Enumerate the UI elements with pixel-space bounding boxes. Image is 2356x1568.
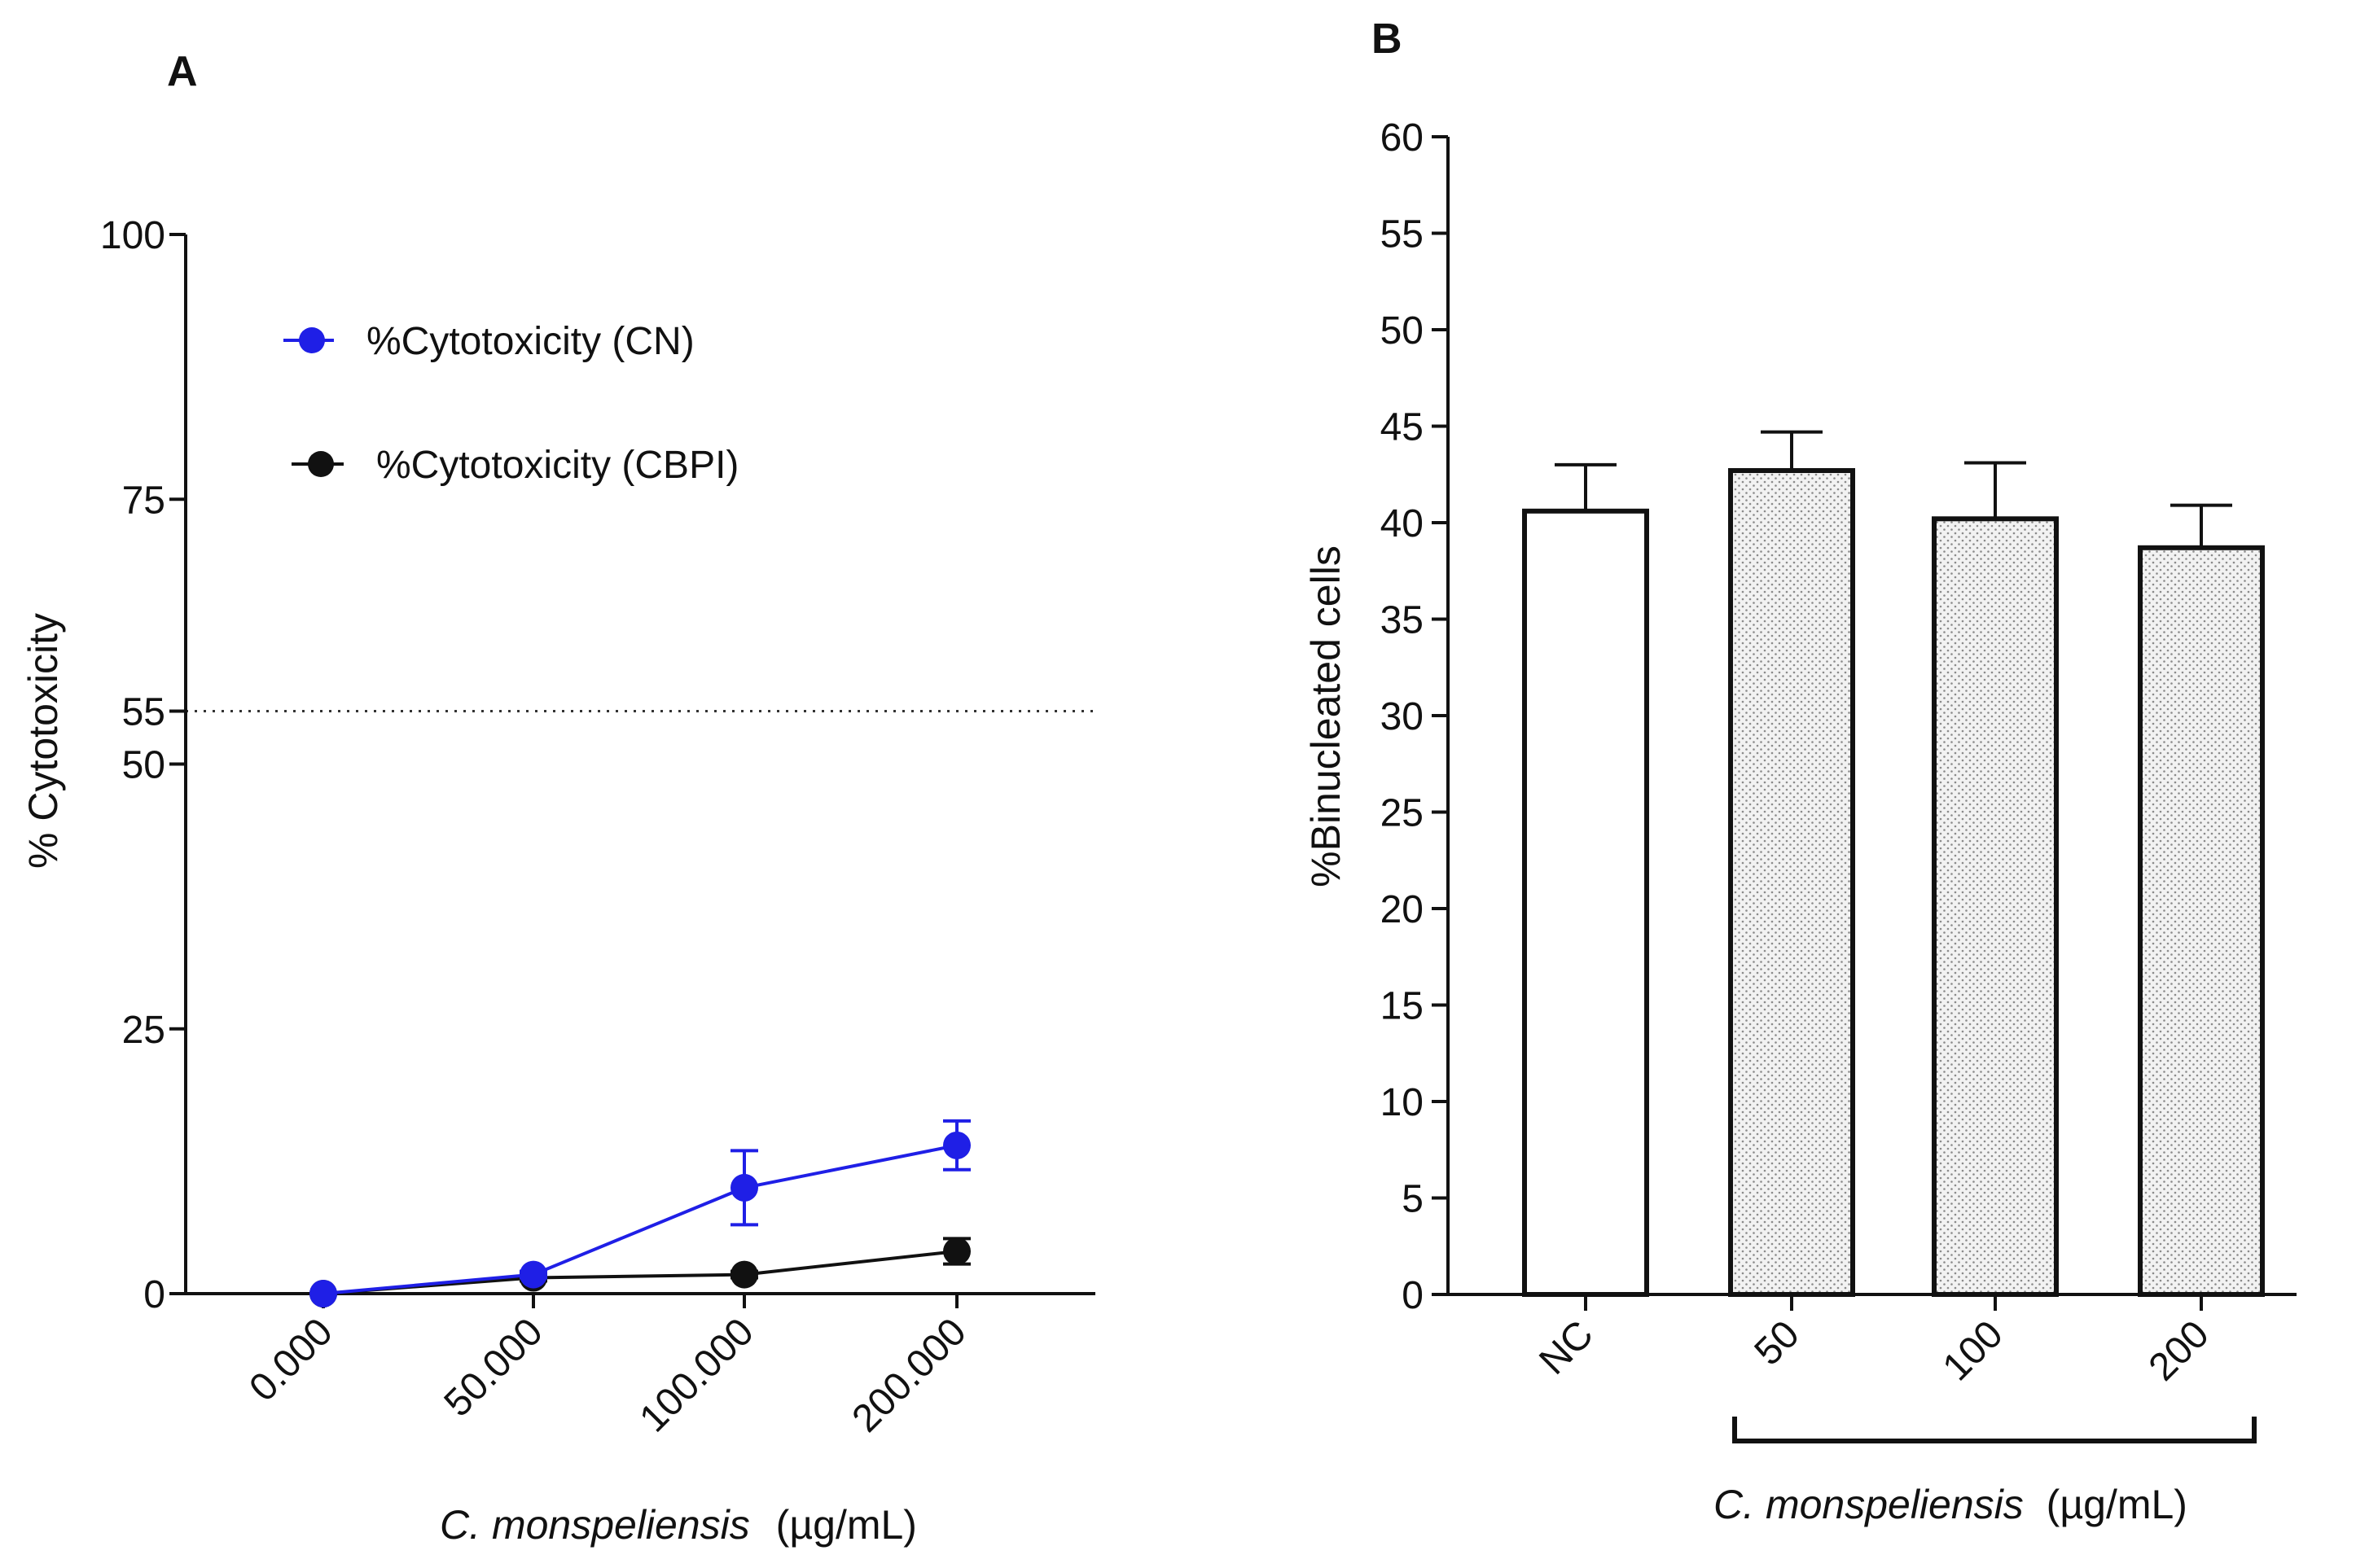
- x-tick-label: 200.000: [845, 1310, 975, 1440]
- bar: [1728, 468, 1855, 1297]
- y-tick-label: 50: [122, 744, 165, 787]
- legend-item: %Cytotoxicity (CBPI): [292, 444, 739, 487]
- y-tick-label: 60: [1380, 116, 1424, 160]
- legend-label: %Cytotoxicity (CBPI): [376, 444, 739, 487]
- bar: [2138, 545, 2265, 1297]
- y-tick-label: 45: [1380, 406, 1424, 449]
- y-tick-label: 35: [1380, 599, 1424, 642]
- bar: [1932, 516, 2059, 1297]
- y-tick-label: 55: [1380, 213, 1424, 256]
- panel-a-line-chart: A 0 25 50 55 75 100 0.000 50.000 100.000 200.000…: [20, 48, 1095, 1548]
- x-tick-label: 0.000: [241, 1310, 340, 1409]
- panel-a-letter: A: [167, 48, 198, 95]
- x-tick-label: 100.000: [632, 1310, 762, 1440]
- panel-b-letter: B: [1371, 15, 1402, 63]
- series-cn: [309, 1119, 971, 1307]
- y-tick-label: 0: [1402, 1274, 1424, 1317]
- y-tick-label: 15: [1380, 985, 1424, 1028]
- legend-marker: [299, 327, 325, 353]
- y-tick-label: 50: [1380, 309, 1424, 353]
- y-tick-label: 55: [122, 690, 165, 734]
- y-tick-label: 0: [143, 1273, 165, 1316]
- y-tick-label: 10: [1380, 1081, 1424, 1124]
- x-tick-label: NC: [1531, 1312, 1601, 1382]
- panel-a-y-axis-label: % Cytotoxicity: [20, 613, 66, 869]
- y-tick-label: 75: [122, 479, 165, 522]
- x-tick-label: 50.000: [436, 1310, 551, 1425]
- y-tick-label: 20: [1380, 888, 1424, 931]
- legend-label: %Cytotoxicity (CN): [366, 320, 695, 363]
- data-point: [730, 1173, 758, 1202]
- data-point: [730, 1260, 758, 1289]
- data-point: [943, 1131, 971, 1159]
- bar: [1522, 508, 1649, 1297]
- series-line: [322, 1143, 958, 1295]
- data-point: [520, 1260, 547, 1289]
- panel-b-bar-chart: B 0 5 10 15 20 25 30 35 40 45 50 55 60 NC 50 100 200 %B…: [1303, 15, 2297, 1527]
- legend-item: %Cytotoxicity (CN): [283, 320, 695, 363]
- y-tick-label: 100: [100, 214, 165, 257]
- legend-marker: [308, 451, 334, 477]
- panel-a-x-axis-label: C. monspeliensis (µg/mL): [440, 1502, 917, 1548]
- series-cbpi: [309, 1237, 971, 1307]
- y-tick-label: 5: [1402, 1178, 1424, 1221]
- y-tick-label: 25: [1380, 792, 1424, 835]
- y-tick-label: 30: [1380, 695, 1424, 738]
- concentration-bracket: [1732, 1417, 2257, 1443]
- series-line: [322, 1249, 958, 1295]
- data-point: [943, 1237, 971, 1265]
- x-tick-label: 200: [2141, 1312, 2218, 1389]
- x-tick-label: 100: [1935, 1312, 2012, 1389]
- panel-a-legend: %Cytotoxicity (CN) %Cytotoxicity (CBPI): [283, 320, 739, 487]
- data-point: [309, 1280, 337, 1307]
- panel-b-x-axis-label: C. monspeliensis (µg/mL): [1713, 1482, 2187, 1527]
- panel-b-y-axis-label: %Binucleated cells: [1303, 545, 1349, 887]
- x-tick-label: 50: [1747, 1312, 1808, 1373]
- y-tick-label: 25: [122, 1009, 165, 1052]
- y-tick-label: 40: [1380, 502, 1424, 545]
